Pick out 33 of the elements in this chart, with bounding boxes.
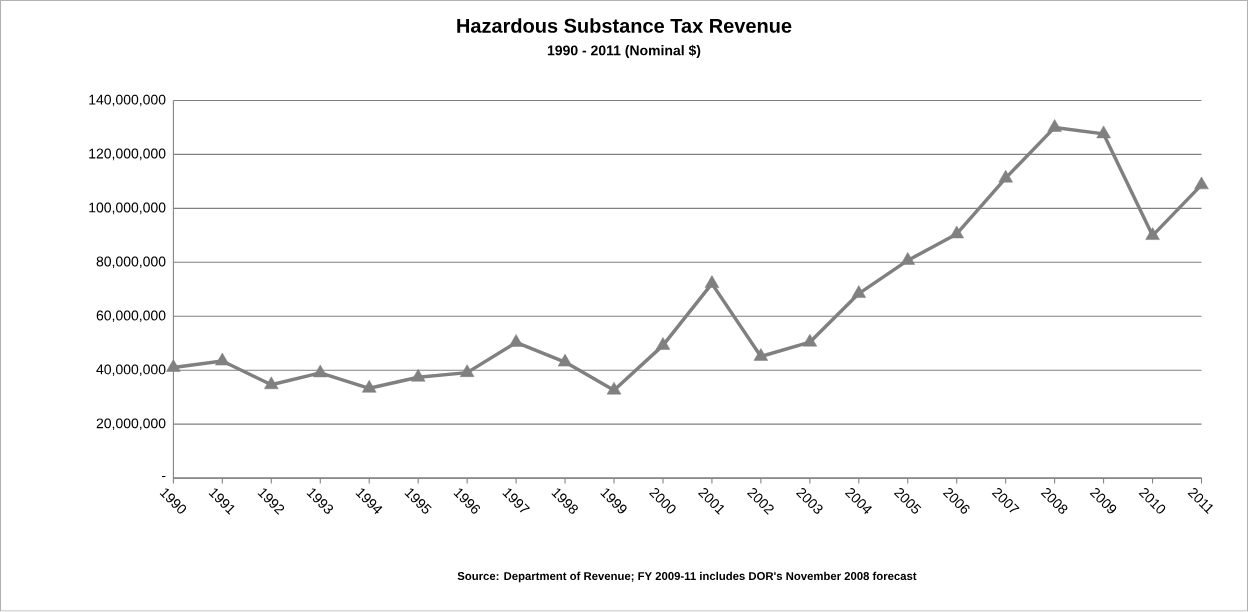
point bbox=[459, 364, 475, 378]
point bbox=[753, 348, 769, 361]
y-tick-label: 80,000,000 bbox=[96, 256, 166, 269]
point bbox=[508, 334, 524, 347]
y-tick-label: 120,000,000 bbox=[89, 148, 166, 161]
point bbox=[215, 353, 230, 366]
y-tick-label: 60,000,000 bbox=[96, 310, 166, 323]
point bbox=[655, 337, 671, 350]
point bbox=[1047, 119, 1062, 132]
y-tick-label: 20,000,000 bbox=[96, 418, 166, 431]
point bbox=[1096, 125, 1111, 139]
chart-title: Hazardous Substance Tax Revenue bbox=[457, 18, 792, 34]
point bbox=[1194, 176, 1209, 190]
point bbox=[410, 369, 426, 382]
point bbox=[704, 275, 720, 289]
point bbox=[166, 359, 181, 373]
point bbox=[851, 285, 866, 299]
point bbox=[606, 382, 622, 395]
point bbox=[362, 380, 377, 393]
source-note: Source: Department of Revenue; FY 2009-11 includes DOR's November 2008 forecast bbox=[457, 571, 917, 583]
chart-subtitle: 1990 - 2011 (Nominal $) bbox=[547, 45, 701, 59]
point bbox=[1145, 227, 1160, 241]
y-tick-label: 100,000,000 bbox=[89, 202, 166, 215]
point bbox=[264, 376, 279, 390]
point bbox=[949, 225, 964, 239]
point bbox=[998, 170, 1013, 183]
point bbox=[900, 252, 915, 265]
y-tick-label: - bbox=[161, 476, 166, 478]
point bbox=[557, 354, 573, 367]
y-tick-label: 140,000,000 bbox=[89, 94, 166, 107]
point bbox=[313, 364, 328, 378]
y-tick-label: 40,000,000 bbox=[96, 364, 166, 377]
point bbox=[802, 334, 818, 347]
